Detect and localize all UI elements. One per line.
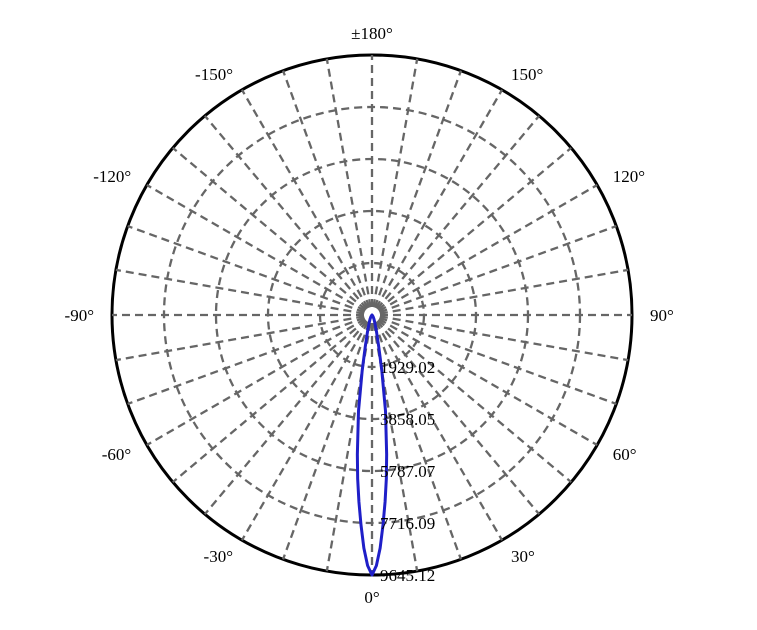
grid-spoke: [377, 319, 572, 484]
grid-spoke: [378, 318, 598, 446]
grid-spoke: [375, 89, 503, 309]
grid-spoke: [127, 224, 365, 314]
grid-spoke: [379, 315, 629, 362]
angle-label: -60°: [102, 445, 131, 464]
grid-spoke: [203, 320, 368, 515]
grid-spoke: [241, 89, 369, 309]
grid-spoke: [241, 321, 369, 541]
angle-label: ±180°: [351, 24, 393, 43]
angle-label: -90°: [65, 306, 94, 325]
angle-label: -120°: [93, 167, 131, 186]
grid-spoke: [373, 70, 463, 308]
grid-spoke: [379, 268, 629, 315]
radial-label: 5787.07: [380, 462, 436, 481]
grid-spoke: [115, 315, 365, 362]
angle-label: 60°: [613, 445, 637, 464]
radial-label: 1929.02: [380, 358, 435, 377]
grid-spoke: [146, 318, 366, 446]
grid-spoke: [172, 319, 367, 484]
series-curve: [355, 313, 389, 577]
angle-label: 30°: [511, 547, 535, 566]
grid-spoke: [379, 316, 617, 406]
grid-spoke: [379, 224, 617, 314]
grid-spoke: [127, 316, 365, 406]
angle-label: -150°: [195, 65, 233, 84]
grid-spoke: [146, 184, 366, 312]
grid-spoke: [375, 321, 503, 541]
grid-spoke: [376, 115, 541, 310]
grid-spoke: [373, 322, 463, 560]
angle-label: -30°: [204, 547, 233, 566]
angle-label: 90°: [650, 306, 674, 325]
angle-label: 120°: [613, 167, 645, 186]
grid-spoke: [281, 322, 371, 560]
radial-label: 9645.12: [380, 566, 435, 585]
curve-layer: [355, 313, 389, 577]
grid-spoke: [281, 70, 371, 308]
radial-label: 7716.09: [380, 514, 435, 533]
radial-label: 3858.05: [380, 410, 435, 429]
grid-spoke: [377, 146, 572, 311]
grid-spoke: [203, 115, 368, 310]
angle-label: 150°: [511, 65, 543, 84]
grid-spoke: [372, 58, 419, 308]
grid-spoke: [115, 268, 365, 315]
grid-spoke: [325, 58, 372, 308]
angle-label: 0°: [364, 588, 379, 607]
grid-spoke: [376, 320, 541, 515]
label-layer: 0° 30° 60° 90° 120° 150° ±180° -150° -120° -90° -6…: [65, 24, 674, 607]
grid-spoke: [172, 146, 367, 311]
grid-spoke: [378, 184, 598, 312]
